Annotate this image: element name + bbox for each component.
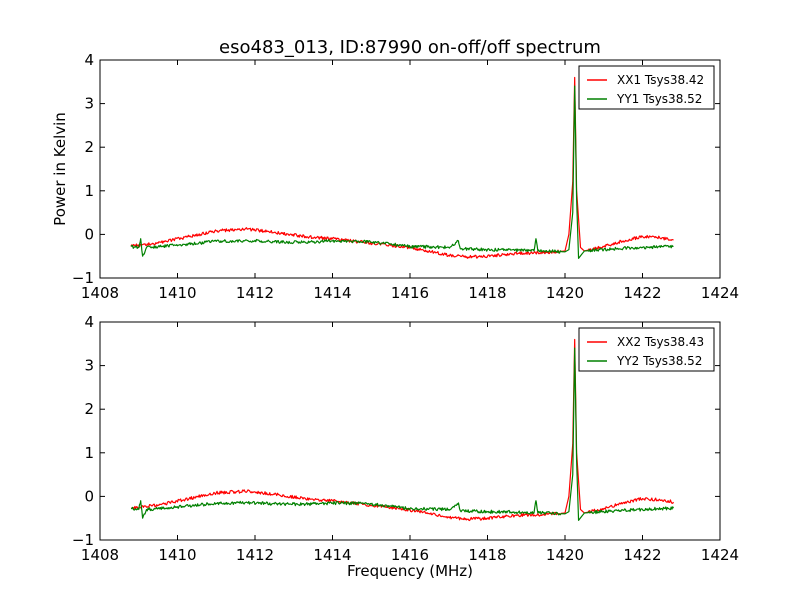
- chart-title: eso483_013, ID:87990 on-off/off spectrum: [219, 37, 601, 58]
- y-tick-label: −1: [72, 531, 94, 549]
- plot-panels: 1408 1410 1412 1414 1416 1418 1420 1422 1424−101…: [72, 51, 739, 564]
- series-line-2: [130, 347, 675, 521]
- series-line-1: [130, 338, 675, 522]
- legend-box: [578, 65, 715, 110]
- y-tick-label: 1: [84, 182, 94, 200]
- x-tick-label: 1424: [701, 284, 739, 302]
- x-tick-label: 1410: [158, 284, 196, 302]
- x-tick-label: 1408: [81, 546, 119, 564]
- legend-label: YY1 Tsys38.52: [616, 92, 702, 106]
- y-tick-label: 2: [84, 400, 94, 418]
- series-group: [130, 338, 675, 522]
- y-tick-label: 3: [84, 95, 94, 113]
- x-tick-label: 1418: [468, 284, 506, 302]
- legend-label: XX1 Tsys38.42: [617, 73, 704, 87]
- x-axis-label: Frequency (MHz): [347, 562, 473, 580]
- x-tick-label: 1416: [391, 284, 429, 302]
- y-tick-label: −1: [72, 269, 94, 287]
- x-tick-label: 1424: [701, 546, 739, 564]
- x-tick-label: 1414: [313, 546, 351, 564]
- legend-box: [578, 327, 715, 372]
- x-tick-label: 1410: [158, 546, 196, 564]
- y-tick-label: 1: [84, 444, 94, 462]
- x-tick-label: 1412: [236, 546, 274, 564]
- y-tick-label: 2: [84, 138, 94, 156]
- panel-1: 1408 1410 1412 1414 1416 1418 1420 1422 1424 −1 0 1…: [72, 51, 739, 302]
- x-tick-label: 1412: [236, 284, 274, 302]
- x-tick-label: 1414: [313, 284, 351, 302]
- x-tick-label: 1420: [546, 284, 584, 302]
- series-line-2: [130, 85, 674, 259]
- series-line-1: [130, 76, 674, 259]
- legend: XX2 Tsys38.43 YY2 Tsys38.52: [578, 327, 715, 372]
- x-tick-label: 1408: [81, 284, 119, 302]
- x-tick-label: 1420: [546, 546, 584, 564]
- y-axis-label: Power in Kelvin: [51, 112, 69, 226]
- legend: XX1 Tsys38.42 YY1 Tsys38.52: [578, 65, 715, 110]
- legend-label: XX2 Tsys38.43: [617, 335, 704, 349]
- y-tick-label: 0: [84, 225, 94, 243]
- x-tick-label: 1422: [623, 284, 661, 302]
- x-tick-label: 1416: [391, 546, 429, 564]
- x-tick-label: 1418: [468, 546, 506, 564]
- x-tick-label: 1422: [623, 546, 661, 564]
- panel-2: 1408 1410 1412 1414 1416 1418 1420 1422 1424 −1 0 1…: [72, 313, 739, 564]
- y-tick-label: 4: [84, 51, 94, 69]
- y-tick-label: 0: [84, 487, 94, 505]
- series-group: [130, 76, 674, 259]
- y-tick-label: 3: [84, 357, 94, 375]
- legend-label: YY2 Tsys38.52: [616, 354, 702, 368]
- y-tick-label: 4: [84, 313, 94, 331]
